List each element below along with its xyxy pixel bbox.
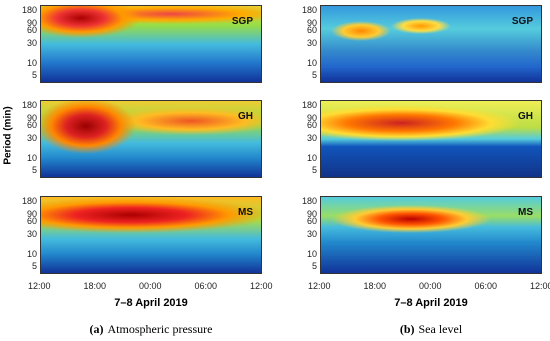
caption-text: Atmospheric pressure (107, 322, 213, 336)
y-tick-label: 30 (306, 37, 317, 48)
station-label: MS (518, 207, 533, 218)
y-tick-label: 180 (21, 5, 37, 15)
x-axis-label: 7–8 April 2019 (114, 297, 188, 309)
caption: (b) Sea level (320, 322, 542, 337)
station-label: SGP (231, 16, 253, 27)
y-tick-label: 30 (26, 132, 37, 143)
station-label: GH (238, 111, 253, 122)
y-tick-label: 60 (306, 25, 317, 36)
caption: (a) Atmospheric pressure (40, 322, 262, 337)
y-tick-label: 90 (26, 112, 37, 123)
wavelet-spectrum: MS (40, 196, 262, 274)
y-tick-label: 30 (26, 37, 37, 48)
y-tick-label: 30 (26, 228, 37, 239)
caption-letter: (a) (89, 322, 104, 336)
wavelet-spectrum: GH (40, 100, 262, 178)
x-tick-label: 12:00 (250, 281, 273, 291)
wavelet-spectrum: GH (320, 100, 542, 178)
y-tick-label: 30 (306, 228, 317, 239)
station-label: SGP (511, 16, 533, 27)
y-tick-label: 90 (306, 112, 317, 123)
y-tick-label: 10 (26, 152, 37, 163)
y-tick-label: 90 (26, 208, 37, 219)
y-tick-label: 60 (306, 216, 317, 227)
y-tick-label: 60 (26, 120, 37, 131)
y-tick-label: 10 (306, 248, 317, 259)
caption-letter: (b) (399, 322, 415, 336)
y-tick-label: 5 (31, 261, 37, 272)
y-tick-label: 90 (26, 17, 37, 28)
y-tick-label: 5 (311, 261, 317, 272)
wavelet-spectrum: MS (320, 196, 542, 274)
y-tick-label: 60 (306, 120, 317, 131)
y-tick-label: 10 (26, 248, 37, 259)
y-tick-label: 60 (26, 216, 37, 227)
y-tick-label: 5 (31, 70, 37, 81)
y-tick-label: 90 (306, 17, 317, 28)
x-tick-label: 18:00 (83, 281, 107, 291)
x-tick-label: 12:00 (530, 281, 550, 291)
y-tick-label: 5 (311, 165, 317, 176)
y-tick-label: 10 (26, 57, 37, 68)
y-tick-label: 5 (311, 70, 317, 81)
caption-text: Sea level (418, 322, 463, 336)
station-label: GH (518, 111, 533, 122)
x-tick-label: 18:00 (363, 281, 387, 291)
x-tick-label: 06:00 (194, 281, 218, 291)
y-axis-label: Period (min) (2, 106, 14, 165)
x-tick-label: 00:00 (139, 281, 162, 291)
x-axis-label: 7–8 April 2019 (394, 297, 468, 309)
y-tick-label: 180 (301, 100, 317, 110)
wavelet-spectrum: SGP (40, 5, 262, 83)
y-tick-label: 5 (31, 165, 37, 176)
y-tick-label: 30 (306, 132, 317, 143)
y-tick-label: 180 (21, 100, 37, 110)
y-tick-label: 180 (301, 196, 317, 206)
wavelet-spectrum: SGP (320, 5, 542, 83)
x-tick-label: 12:00 (28, 281, 51, 291)
station-label: MS (238, 207, 253, 218)
y-tick-label: 10 (306, 152, 317, 163)
x-tick-label: 00:00 (419, 281, 442, 291)
x-tick-label: 06:00 (474, 281, 498, 291)
y-tick-label: 180 (21, 196, 37, 206)
y-tick-label: 180 (301, 5, 317, 15)
x-tick-label: 12:00 (308, 281, 331, 291)
y-tick-label: 10 (306, 57, 317, 68)
y-tick-label: 90 (306, 208, 317, 219)
y-tick-label: 60 (26, 25, 37, 36)
